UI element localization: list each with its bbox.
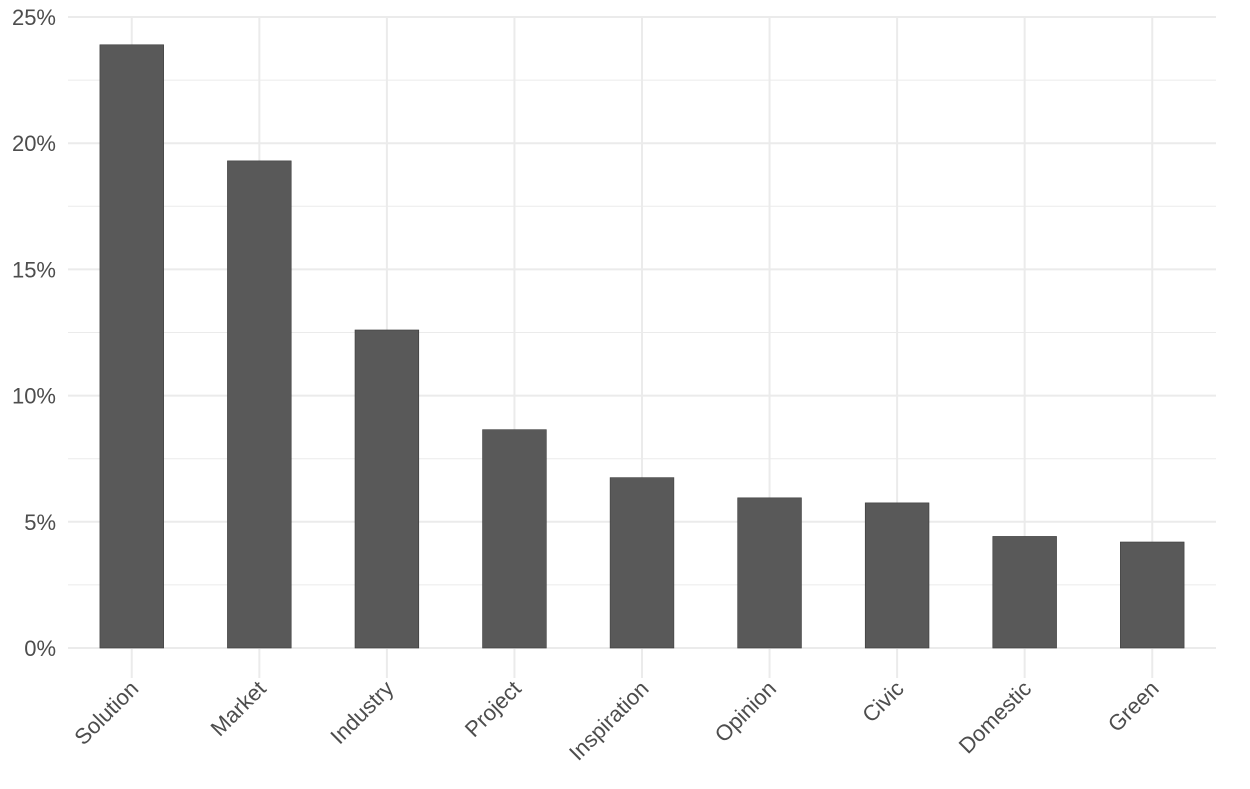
y-tick-label: 0%: [24, 636, 56, 661]
bar-green: [1120, 541, 1185, 649]
x-axis-tick-labels: Solution Market Industry Project Inspiration…: [69, 676, 1163, 765]
x-tick-label: Inspiration: [564, 676, 653, 765]
x-tick-label: Market: [206, 676, 271, 741]
x-tick-label: Domestic: [954, 676, 1037, 759]
bar-industry: [354, 329, 420, 649]
y-tick-label: 15%: [12, 257, 56, 282]
x-tick-label: Green: [1103, 676, 1164, 737]
y-tick-label: 10%: [12, 384, 56, 409]
y-tick-label: 5%: [24, 510, 56, 535]
y-axis-tick-labels: 0% 5% 10% 15% 20% 25%: [12, 5, 56, 661]
bars: [99, 44, 1185, 649]
bar-market: [227, 160, 292, 649]
x-tick-label: Opinion: [710, 676, 781, 747]
y-tick-label: 25%: [12, 5, 56, 30]
bar-solution: [99, 44, 164, 649]
bar-opinion: [737, 497, 802, 649]
x-tick-label: Industry: [325, 676, 398, 749]
x-tick-label: Civic: [857, 676, 908, 727]
x-tick-label: Solution: [69, 676, 143, 750]
bar-inspiration: [609, 477, 675, 649]
y-tick-label: 20%: [12, 131, 56, 156]
bar-domestic: [992, 536, 1057, 649]
bar-project: [482, 429, 547, 649]
x-tick-label: Project: [460, 676, 526, 742]
bar-civic: [864, 502, 930, 649]
